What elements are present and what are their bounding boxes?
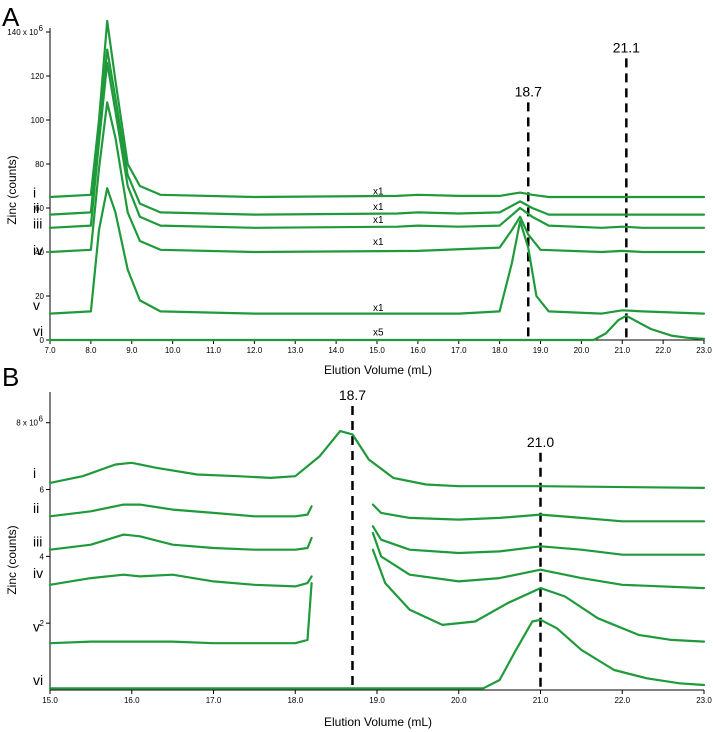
trace-v-label: v (33, 619, 40, 635)
trace-iii-multiplier: x1 (373, 215, 384, 226)
trace-v-line (48, 187, 706, 315)
panel-b-y-axis-title: Zinc (counts) (5, 525, 19, 594)
x-tick-label: 21.0 (614, 346, 630, 355)
x-tick-label: 22.0 (614, 696, 630, 705)
trace-ii-line (48, 503, 313, 518)
trace-i-label: i (33, 465, 36, 481)
x-tick-label: 18.0 (492, 346, 508, 355)
x-tick-label: 10.0 (165, 346, 181, 355)
trace-ii-label: ii (33, 500, 39, 516)
y-tick-label: 40 (35, 248, 44, 257)
x-tick-label: 19.0 (533, 346, 549, 355)
x-tick-label: 22.0 (655, 346, 671, 355)
x-tick-label: 20.0 (451, 696, 467, 705)
panel-a-chart: A 7.0 8.0 9.0 10.0 11.0 12.0 13.0 14.0 15.0 16.0 1… (2, 2, 712, 377)
trace-ii-label: ii (33, 200, 39, 216)
y-tick-label: 100 (31, 116, 45, 125)
x-tick-label: 14.0 (328, 346, 344, 355)
x-tick-label: 13.0 (287, 346, 303, 355)
x-tick-label: 16.0 (124, 696, 140, 705)
trace-ii-multiplier: x1 (373, 202, 384, 213)
panel-a-markers: 18.7 21.1 (515, 39, 640, 340)
x-tick-label: 9.0 (126, 346, 138, 355)
panel-b-x-axis-title: Elution Volume (mL) (324, 715, 432, 729)
trace-iii-line (48, 533, 313, 551)
trace-vi-line (48, 618, 706, 690)
trace-i-label: i (33, 185, 36, 201)
panel-a-letter: A (2, 2, 20, 32)
trace-i-line (48, 430, 706, 489)
trace-i-line (48, 19, 706, 199)
panel-a-trace-labels: i x1 ii x1 iii x1 iv x1 v x1 vi x5 (33, 185, 384, 340)
trace-vi-multiplier: x5 (373, 327, 384, 338)
y-tick-label: 0 (40, 336, 45, 345)
panel-b-letter: B (2, 362, 19, 392)
trace-v-line (48, 582, 313, 645)
panel-a-x-axis-title: Elution Volume (mL) (324, 363, 432, 377)
panel-b-chart: B 15.0 16.0 17.0 18.0 19.0 20.0 21.0 22.0 23.0 6 4… (2, 362, 712, 729)
trace-iii-label: iii (33, 533, 42, 549)
y-tick-label: 20 (35, 292, 44, 301)
y-tick-label: 6 (40, 486, 45, 495)
x-tick-label: 15.0 (42, 696, 58, 705)
y-tick-label: 120 (31, 72, 45, 81)
trace-iv-line (371, 531, 706, 590)
x-tick-label: 12.0 (247, 346, 263, 355)
trace-iii-line (48, 61, 706, 229)
x-tick-label: 21.0 (533, 696, 549, 705)
trace-iv-line (48, 101, 706, 254)
peak-marker-label: 18.7 (339, 387, 366, 403)
panel-b-traces (48, 430, 706, 690)
x-tick-label: 23.0 (696, 346, 712, 355)
y-scale-label: 8 x 10 (16, 419, 38, 428)
x-tick-label: 15.0 (369, 346, 385, 355)
trace-iv-label: iv (33, 242, 43, 258)
trace-iv-line (48, 573, 313, 588)
y-tick-label: 80 (35, 160, 44, 169)
x-tick-label: 18.0 (287, 696, 303, 705)
y-scale-label: 140 x 10 (7, 28, 38, 37)
peak-marker-label: 18.7 (515, 83, 542, 99)
y-tick-label: 4 (40, 552, 45, 561)
trace-vi-label: vi (33, 323, 43, 339)
trace-vi-label: vi (33, 672, 43, 688)
trace-v-multiplier: x1 (373, 303, 384, 314)
trace-i-multiplier: x1 (373, 187, 384, 198)
x-tick-label: 16.0 (410, 346, 426, 355)
x-tick-label: 11.0 (206, 346, 222, 355)
y-tick-label: 60 (35, 204, 44, 213)
x-tick-label: 7.0 (44, 346, 56, 355)
x-tick-label: 19.0 (369, 696, 385, 705)
trace-vi-line (48, 314, 706, 342)
y-tick-label: 2 (40, 619, 45, 628)
trace-iv-label: iv (33, 565, 43, 581)
trace-v-label: v (33, 297, 40, 313)
trace-iv-multiplier: x1 (373, 237, 384, 248)
x-tick-label: 23.0 (696, 696, 712, 705)
panel-a-y-axis-title: Zinc (counts) (5, 155, 19, 224)
x-tick-label: 17.0 (451, 346, 467, 355)
y-scale-exponent: 6 (39, 415, 44, 424)
trace-iii-line (371, 525, 706, 556)
x-tick-label: 8.0 (85, 346, 97, 355)
x-tick-label: 20.0 (574, 346, 590, 355)
peak-marker-label: 21.1 (613, 39, 640, 55)
trace-v-line (371, 548, 706, 643)
trace-ii-line (48, 48, 706, 216)
trace-iii-label: iii (33, 215, 42, 231)
panel-b-markers: 18.7 21.0 (339, 387, 554, 690)
x-tick-label: 17.0 (206, 696, 222, 705)
y-scale-exponent: 6 (39, 24, 44, 33)
trace-ii-line (371, 503, 706, 523)
panel-b-axes: 15.0 16.0 17.0 18.0 19.0 20.0 21.0 22.0 23.0 6 4 2 8… (16, 392, 712, 705)
panel-a-axes: 7.0 8.0 9.0 10.0 11.0 12.0 13.0 14.0 15.0 16.0 17.… (7, 24, 712, 355)
panel-a-traces (48, 19, 706, 342)
peak-marker-label: 21.0 (527, 434, 554, 450)
